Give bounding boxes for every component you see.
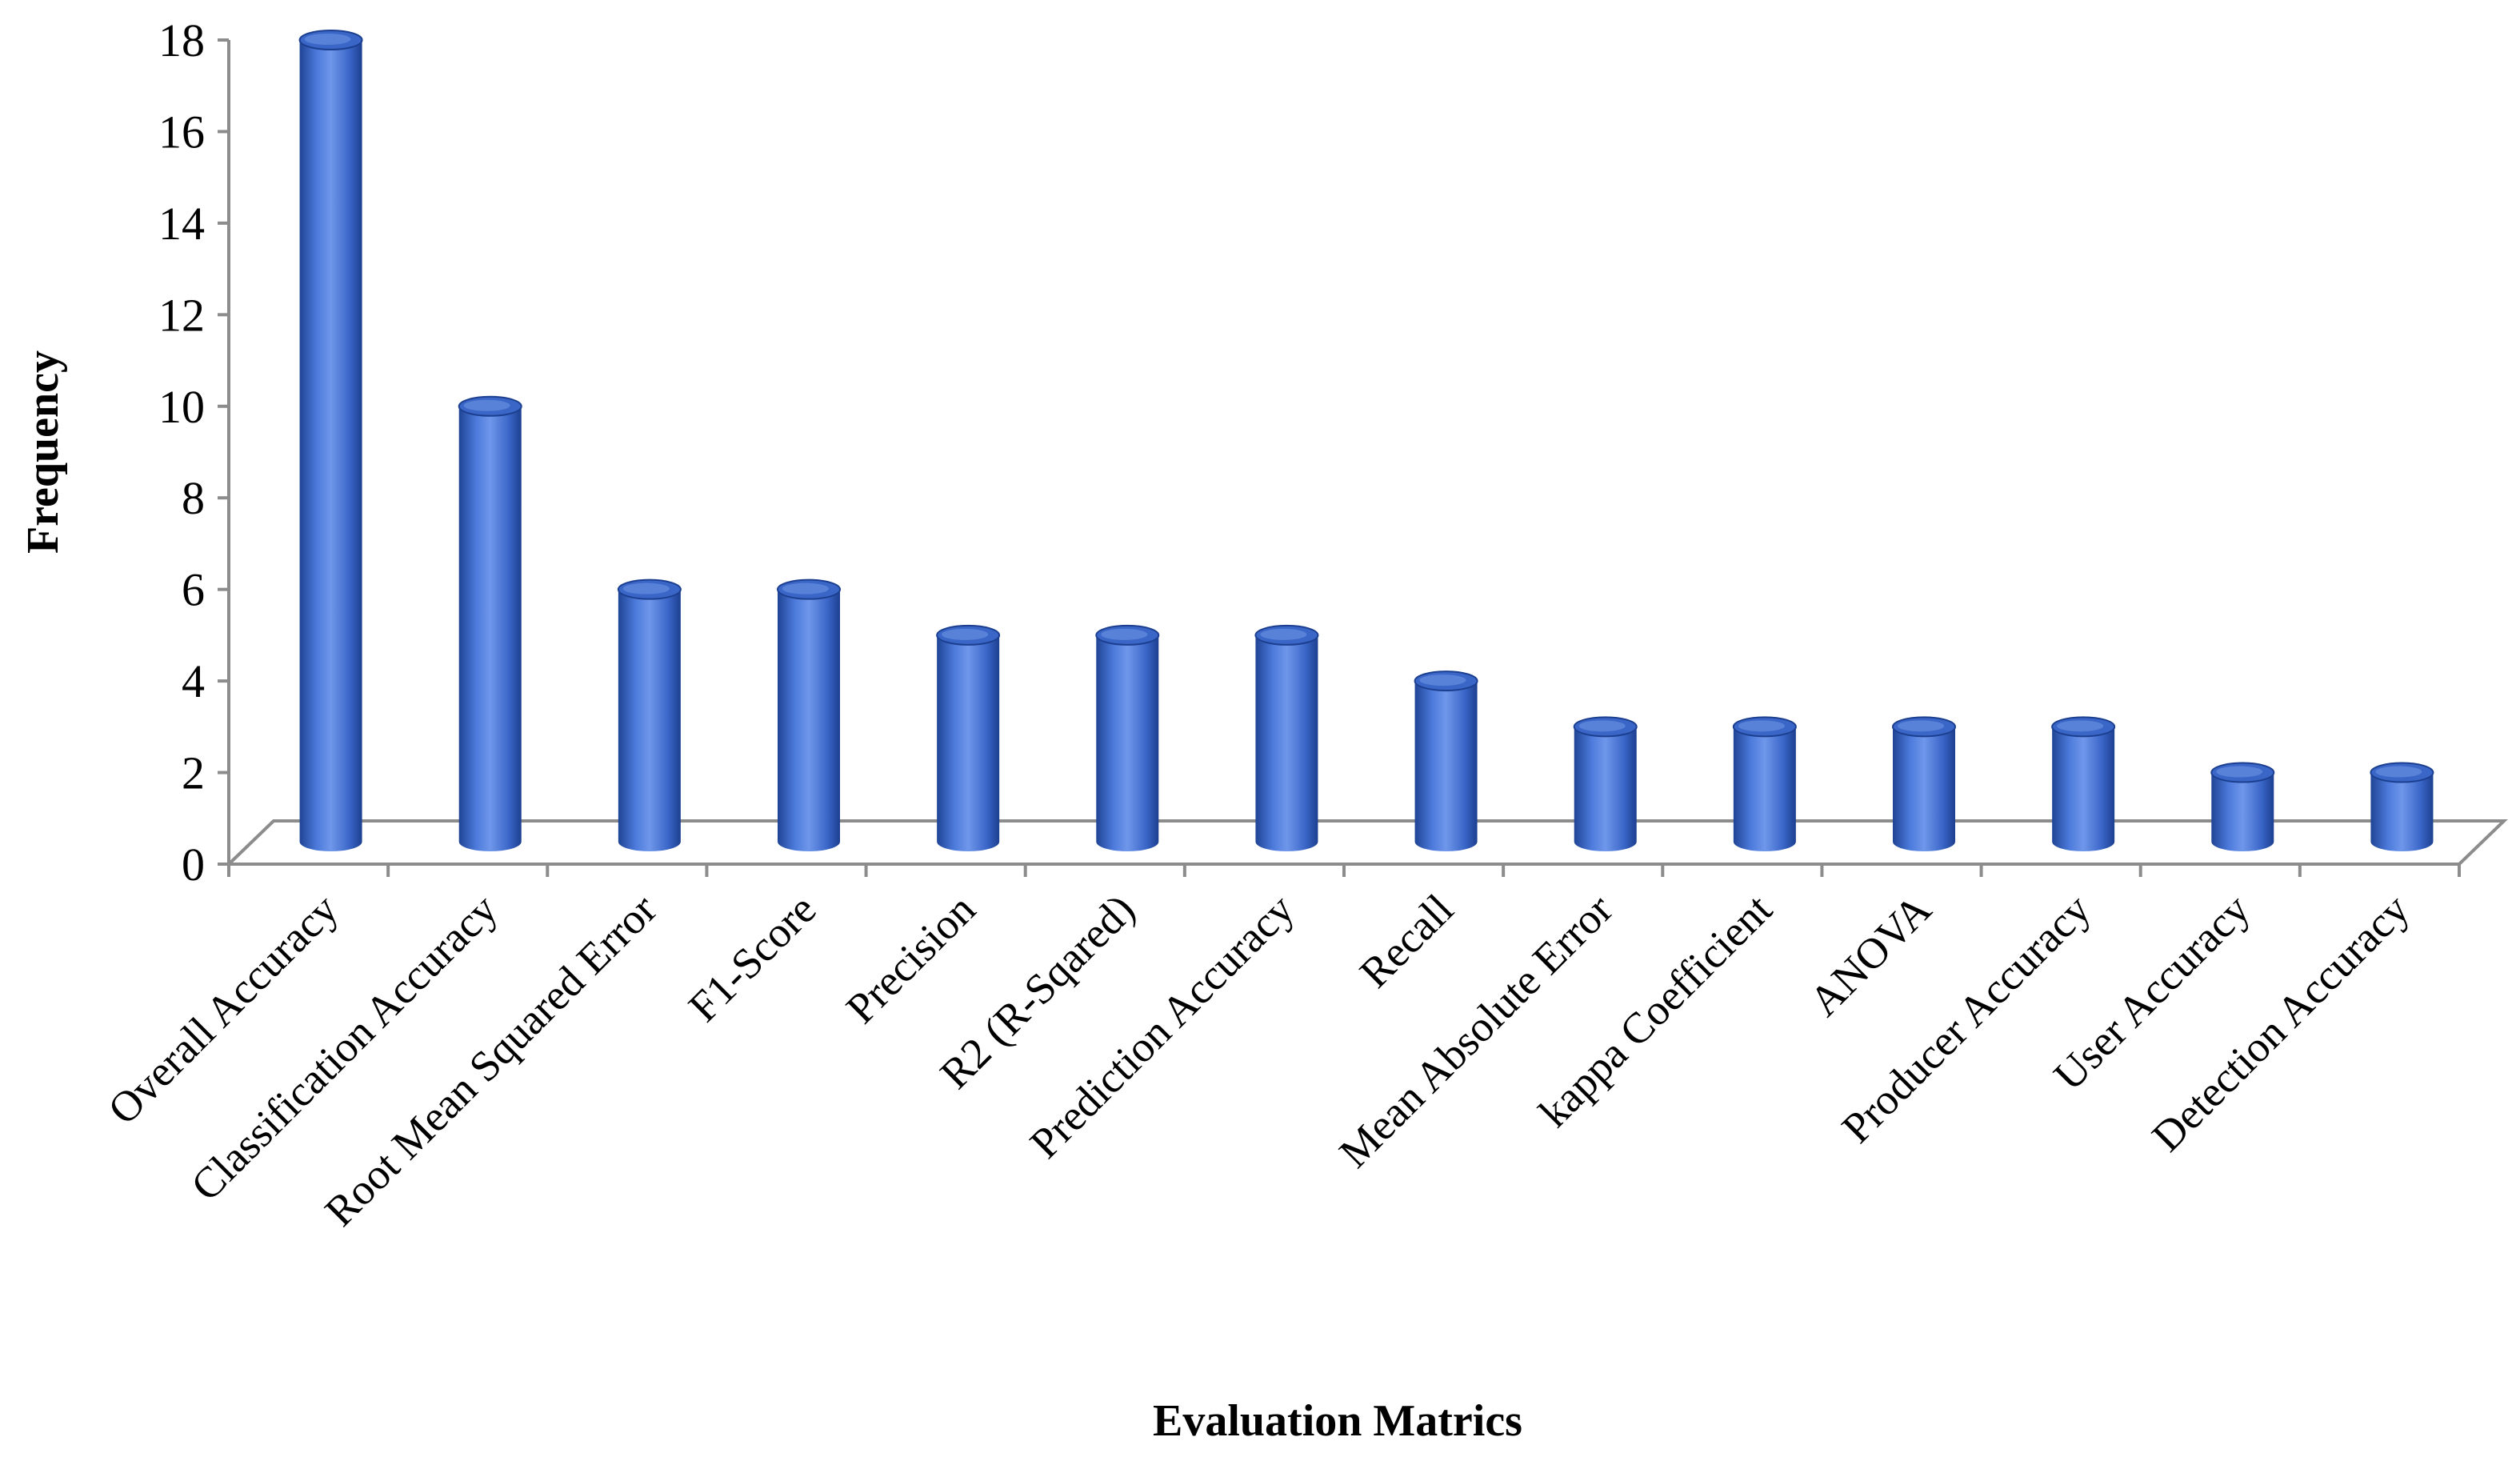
bar-body [618, 589, 681, 851]
x-category-label: Recall [1350, 885, 1462, 997]
bar-top-cap [298, 30, 363, 50]
y-tick-label: 14 [158, 198, 205, 250]
bar-11 [2051, 716, 2116, 851]
bar-9 [1732, 716, 1797, 851]
bar-body [2052, 726, 2115, 851]
y-axis-title: Frequency [18, 350, 68, 554]
bar-2 [617, 578, 682, 851]
bar-body [778, 589, 840, 851]
bar-top-highlight [1738, 720, 1785, 732]
bar-top-cap [1414, 670, 1478, 692]
bar-0 [298, 30, 363, 851]
bar-7 [1414, 670, 1478, 851]
bar-top-cap [777, 578, 841, 600]
y-tick-label: 4 [182, 655, 205, 707]
bar-10 [1892, 716, 1956, 851]
y-tick-label: 10 [158, 381, 205, 433]
x-category-label: Precision [837, 885, 985, 1033]
y-tick-label: 8 [182, 472, 205, 524]
bar-body [458, 406, 522, 851]
y-axis-ticks: 0 2 4 6 8 10 12 14 16 18 [158, 14, 229, 891]
bar-top-cap [2051, 716, 2116, 738]
bar-13 [2370, 762, 2434, 851]
x-category-label: Prediction Accuracy [1021, 885, 1303, 1167]
bar-body [299, 40, 362, 851]
bars [298, 30, 2434, 851]
bar-12 [2210, 762, 2275, 851]
chart-floor [225, 819, 2508, 866]
bar-body [2211, 772, 2274, 851]
bar-body [1733, 726, 1796, 851]
bar-top-cap [1892, 716, 1956, 738]
bar-top-highlight [622, 582, 670, 594]
bar-top-highlight [304, 34, 351, 45]
bar-4 [936, 624, 1001, 851]
x-category-label: Root Mean Squared Error [315, 885, 666, 1235]
bar-top-cap [1095, 624, 1160, 646]
bar-top-cap [1732, 716, 1797, 738]
y-tick-label: 2 [182, 747, 205, 799]
y-tick-label: 12 [158, 289, 205, 341]
bar-top-highlight [1578, 720, 1626, 732]
bar-top-highlight [1898, 720, 1944, 732]
bar-top-highlight [1260, 628, 1307, 640]
bar-top-highlight [1419, 674, 1466, 686]
x-category-label: Classification Accuracy [182, 885, 506, 1210]
bar-8 [1573, 716, 1638, 851]
bar-top-highlight [2057, 720, 2104, 732]
bar-top-cap [1573, 716, 1638, 738]
bar-body [2370, 772, 2434, 851]
bar-top-highlight [782, 582, 829, 594]
bar-6 [1254, 624, 1319, 851]
y-tick-label: 0 [182, 839, 205, 891]
bar-5 [1095, 624, 1160, 851]
y-tick-label: 6 [182, 564, 205, 616]
bar-body [1255, 634, 1318, 851]
bar-top-cap [2210, 762, 2275, 783]
bar-top-highlight [463, 399, 510, 411]
x-axis-title: Evaluation Matrics [1153, 1396, 1522, 1446]
x-category-label: ANOVA [1800, 885, 1940, 1025]
bar-body [1574, 726, 1637, 851]
bar-top-cap [936, 624, 1001, 646]
bar-top-highlight [1101, 628, 1148, 640]
bar-body [1893, 726, 1955, 851]
bar-body [1414, 681, 1478, 851]
bar-top-cap [458, 395, 522, 417]
bar-body [937, 634, 1000, 851]
bar-top-highlight [2216, 766, 2263, 778]
bar-top-cap [1254, 624, 1319, 646]
bar-top-cap [2370, 762, 2434, 783]
bar-top-cap [617, 578, 682, 600]
bar-body [1096, 634, 1159, 851]
axes [225, 40, 2508, 866]
y-tick-label: 16 [158, 106, 205, 158]
x-axis-ticks [227, 864, 2461, 877]
bar-1 [458, 395, 522, 851]
bar-3 [777, 578, 841, 851]
x-category-label: F1-Score [679, 885, 825, 1031]
bar-top-highlight [2375, 766, 2422, 778]
y-tick-label: 18 [158, 14, 205, 66]
bar-top-highlight [942, 628, 989, 640]
x-category-label: Mean Absolute Error [1330, 885, 1622, 1177]
